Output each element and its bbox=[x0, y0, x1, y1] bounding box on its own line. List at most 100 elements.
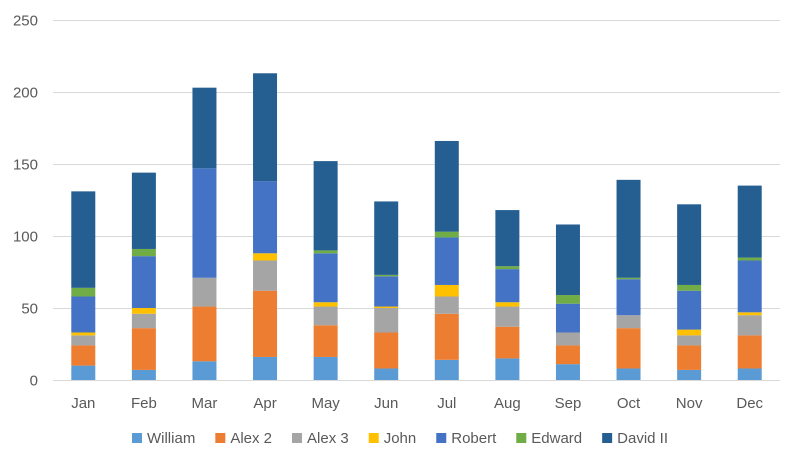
legend-swatch bbox=[131, 433, 142, 443]
bar-segment-john-aug bbox=[495, 302, 520, 307]
x-tick-label: Nov bbox=[676, 395, 703, 412]
bar-segment-john-jan bbox=[71, 332, 96, 336]
bar-segment-robert-apr bbox=[253, 181, 278, 254]
bar-stack-jul bbox=[434, 140, 459, 380]
bar-stack-jan bbox=[71, 191, 96, 380]
bar-segment-alex-2-may bbox=[313, 325, 338, 357]
bar-segment-edward-may bbox=[313, 250, 338, 254]
bar-segment-alex-3-may bbox=[313, 306, 338, 326]
bar-segment-alex-2-jul bbox=[434, 313, 459, 360]
x-tick-label: Jan bbox=[71, 395, 95, 412]
bar-segment-david-ii-apr bbox=[253, 73, 278, 182]
legend-swatch bbox=[436, 433, 447, 443]
bar-stack-jun bbox=[374, 201, 399, 380]
legend-item-alex-3: Alex 3 bbox=[292, 430, 349, 447]
bar-segment-alex-2-nov bbox=[677, 345, 702, 370]
bar-segment-david-ii-jan bbox=[71, 191, 96, 288]
bar-stack-dec bbox=[737, 185, 762, 380]
legend-item-john: John bbox=[368, 430, 416, 447]
bars bbox=[71, 73, 762, 380]
bar-stack-may bbox=[313, 161, 338, 380]
legend-label: Edward bbox=[531, 430, 582, 447]
legend-swatch bbox=[292, 433, 303, 443]
bar-segment-william-sep bbox=[555, 364, 580, 380]
bar-segment-john-dec bbox=[737, 312, 762, 316]
bar-segment-william-aug bbox=[495, 358, 520, 380]
bar-segment-alex-3-jul bbox=[434, 296, 459, 314]
x-tick-label: May bbox=[311, 395, 340, 412]
bar-segment-william-feb bbox=[131, 369, 156, 380]
bar-segment-robert-feb bbox=[131, 256, 156, 308]
bar-segment-david-ii-mar bbox=[192, 87, 217, 169]
bar-segment-john-jul bbox=[434, 284, 459, 297]
x-tick-label: Apr bbox=[253, 395, 276, 412]
bar-segment-robert-aug bbox=[495, 269, 520, 303]
bar-segment-david-ii-sep bbox=[555, 224, 580, 296]
bar-segment-john-feb bbox=[131, 308, 156, 314]
legend-item-robert: Robert bbox=[436, 430, 497, 447]
bar-segment-william-nov bbox=[677, 369, 702, 380]
legend-label: David II bbox=[617, 430, 668, 447]
bar-stack-mar bbox=[192, 87, 217, 380]
x-tick-label: Jul bbox=[437, 395, 456, 412]
bar-segment-david-ii-nov bbox=[677, 204, 702, 285]
legend-label: Robert bbox=[451, 430, 497, 447]
bar-segment-alex-3-jan bbox=[71, 335, 96, 346]
bar-segment-william-may bbox=[313, 356, 338, 380]
y-axis-ticks: 0 50 100 150 200 250 bbox=[13, 13, 38, 390]
bar-segment-robert-sep bbox=[555, 303, 580, 333]
bar-stack-sep bbox=[555, 224, 580, 380]
bar-segment-david-ii-jun bbox=[374, 201, 399, 275]
bar-segment-william-mar bbox=[192, 361, 217, 380]
bar-segment-edward-jun bbox=[374, 274, 399, 277]
bar-segment-alex-3-feb bbox=[131, 313, 156, 329]
bar-segment-john-apr bbox=[253, 253, 278, 261]
bar-segment-alex-2-sep bbox=[555, 345, 580, 365]
bar-segment-edward-nov bbox=[677, 284, 702, 291]
bar-segment-robert-dec bbox=[737, 260, 762, 313]
bar-segment-david-ii-jul bbox=[434, 140, 459, 232]
legend-swatch bbox=[516, 433, 527, 443]
x-tick-label: Jun bbox=[374, 395, 398, 412]
bar-segment-alex-3-sep bbox=[555, 332, 580, 346]
legend-swatch bbox=[215, 433, 226, 443]
legend-item-william: William bbox=[131, 430, 195, 447]
bar-segment-david-ii-oct bbox=[616, 179, 641, 278]
legend-swatch bbox=[602, 433, 613, 443]
bar-segment-edward-feb bbox=[131, 248, 156, 257]
x-tick-label: Feb bbox=[131, 395, 157, 412]
bar-segment-alex-3-jun bbox=[374, 308, 399, 333]
y-tick-label: 100 bbox=[13, 229, 38, 246]
legend-label: William bbox=[147, 430, 195, 447]
legend-item-david-ii: David II bbox=[602, 430, 668, 447]
bar-segment-alex-2-jan bbox=[71, 345, 96, 366]
bar-segment-william-oct bbox=[616, 368, 641, 380]
bar-segment-alex-2-oct bbox=[616, 328, 641, 369]
bar-segment-alex-2-jun bbox=[374, 332, 399, 369]
bar-segment-robert-jul bbox=[434, 237, 459, 285]
bar-segment-alex-3-aug bbox=[495, 306, 520, 327]
bar-segment-alex-3-mar bbox=[192, 277, 217, 307]
bar-segment-alex-3-dec bbox=[737, 315, 762, 336]
legend-item-alex-2: Alex 2 bbox=[215, 430, 272, 447]
bar-segment-edward-sep bbox=[555, 295, 580, 304]
y-tick-label: 200 bbox=[13, 85, 38, 102]
bar-segment-david-ii-may bbox=[313, 161, 338, 251]
y-tick-label: 250 bbox=[13, 13, 38, 30]
bar-stack-apr bbox=[253, 73, 278, 380]
bar-segment-john-jun bbox=[374, 306, 399, 308]
bar-segment-alex-3-oct bbox=[616, 315, 641, 329]
y-tick-label: 0 bbox=[30, 373, 38, 390]
bar-segment-william-dec bbox=[737, 368, 762, 380]
bar-segment-alex-2-aug bbox=[495, 326, 520, 359]
x-tick-label: Oct bbox=[617, 395, 641, 412]
bar-segment-david-ii-feb bbox=[131, 172, 156, 249]
bar-segment-william-apr bbox=[253, 356, 278, 380]
bar-segment-william-jan bbox=[71, 365, 96, 380]
bar-stack-oct bbox=[616, 179, 641, 380]
bar-segment-robert-mar bbox=[192, 168, 217, 278]
legend: William Alex 2 Alex 3 John Robert Edward David… bbox=[131, 430, 668, 447]
bar-stack-feb bbox=[131, 172, 156, 380]
